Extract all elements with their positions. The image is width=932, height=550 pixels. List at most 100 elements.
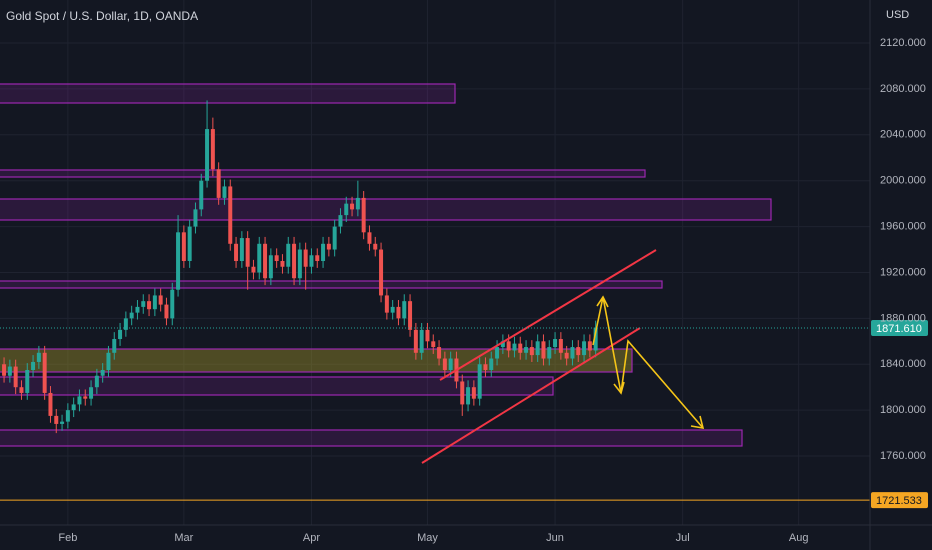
candle-body	[222, 186, 227, 198]
x-tick-label: Jun	[546, 532, 564, 544]
candle-body	[437, 347, 442, 359]
candle-body	[239, 238, 244, 262]
y-tick-label: 1960.000	[880, 220, 926, 232]
y-tick-label: 1760.000	[880, 450, 926, 462]
candle-body	[367, 232, 372, 244]
candle-body	[512, 343, 517, 351]
candle-body	[495, 347, 500, 359]
candle-body	[332, 226, 337, 250]
candle-body	[570, 347, 575, 359]
zone	[0, 198, 772, 221]
chart-title: Gold Spot / U.S. Dollar, 1D, OANDA	[6, 9, 198, 23]
zone	[0, 83, 456, 104]
x-tick-label: Aug	[789, 532, 809, 544]
candle-body	[251, 266, 256, 273]
price-label: 1871.610	[876, 323, 922, 335]
arrow-head	[596, 295, 705, 429]
candle-body	[129, 312, 134, 319]
x-tick-label: May	[417, 532, 438, 544]
candle-body	[216, 169, 221, 198]
candle-body	[245, 238, 250, 267]
candle-body	[106, 352, 111, 371]
candle-body	[564, 352, 569, 359]
candle-body	[199, 180, 204, 210]
zone	[0, 169, 646, 178]
candle-body	[292, 243, 297, 279]
candle-body	[19, 387, 24, 393]
candle-body	[558, 339, 563, 353]
candle-body	[326, 243, 331, 250]
candle-body	[321, 243, 326, 262]
price-label-box	[871, 492, 928, 509]
candle-body	[448, 358, 453, 371]
candle-body	[466, 387, 471, 405]
y-tick-label: 2040.000	[880, 129, 926, 141]
candle-body	[500, 341, 505, 348]
candle-body	[338, 215, 343, 227]
candle-body	[408, 301, 413, 330]
candle-body	[118, 329, 123, 340]
candle-body	[390, 306, 395, 313]
candle-body	[60, 421, 65, 424]
candle-body	[361, 197, 366, 233]
price-lines: 1871.610 1721.533	[0, 319, 928, 509]
x-tick-label: Jul	[676, 532, 690, 544]
candle-body	[373, 243, 378, 250]
candles	[2, 100, 598, 434]
candle-body	[547, 347, 552, 359]
candle-body	[303, 249, 308, 267]
zone	[0, 376, 554, 396]
candle-body	[181, 232, 186, 262]
candle-body	[71, 404, 76, 411]
candle-body	[13, 366, 18, 388]
candle-body	[257, 243, 262, 273]
zones	[0, 83, 772, 447]
y-tick-label: 2120.000	[880, 37, 926, 49]
price-label-box	[871, 319, 928, 336]
candle-body	[425, 329, 430, 342]
candle-body	[402, 301, 407, 319]
candle-body	[535, 341, 540, 356]
candle-body	[309, 255, 314, 267]
candle-body	[135, 306, 140, 313]
candle-body	[593, 327, 598, 351]
candle-body	[48, 392, 53, 416]
candle-body	[419, 329, 424, 353]
candle-body	[65, 410, 70, 422]
candle-body	[263, 243, 268, 279]
candle-body	[379, 249, 384, 296]
candle-body	[524, 347, 529, 353]
candle-body	[355, 197, 360, 210]
drawings	[421, 249, 705, 464]
candle-body	[228, 186, 233, 244]
x-tick-label: Mar	[174, 532, 193, 544]
price-label: 1721.533	[876, 495, 922, 507]
candle-body	[442, 358, 447, 371]
candle-body	[158, 295, 163, 305]
candle-body	[413, 329, 418, 353]
candle-body	[489, 358, 494, 371]
candle-body	[83, 396, 88, 399]
candle-body	[123, 318, 128, 330]
candle-body	[100, 370, 105, 376]
y-tick-label: 1880.000	[880, 312, 926, 324]
x-tick-label: Feb	[58, 532, 77, 544]
candle-body	[576, 347, 581, 356]
candle-body	[164, 304, 169, 319]
trend-line	[421, 327, 641, 464]
candle-body	[344, 203, 349, 216]
x-tick-label: Apr	[303, 532, 320, 544]
candle-body	[31, 361, 36, 371]
candle-body	[193, 209, 198, 227]
candle-body	[42, 352, 47, 393]
candle-body	[25, 370, 30, 393]
candle-body	[541, 341, 546, 359]
axes: 2120.000 2080.000 2040.000 2000.000 1960.000…	[58, 37, 926, 544]
candle-body	[315, 255, 320, 262]
y-axis-label: USD	[886, 9, 909, 21]
candle-body	[582, 341, 587, 356]
candle-body	[460, 381, 465, 405]
y-tick-label: 1840.000	[880, 358, 926, 370]
candle-body	[170, 289, 175, 319]
